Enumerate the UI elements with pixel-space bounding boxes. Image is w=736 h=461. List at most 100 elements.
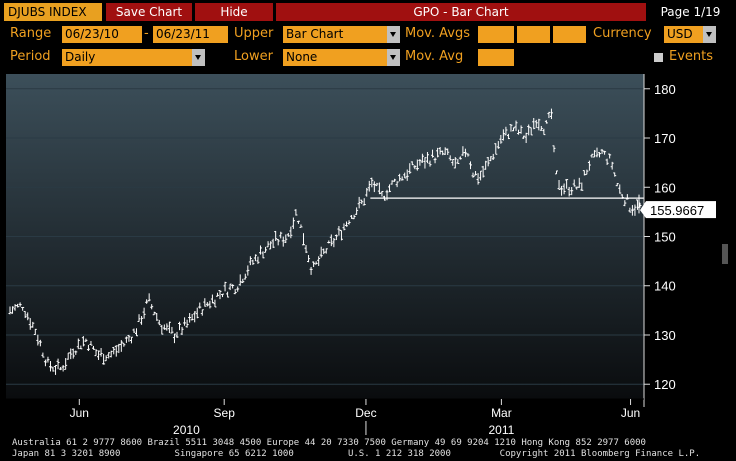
x-tick-label: Jun	[621, 406, 640, 420]
mov-avg-field-1[interactable]	[478, 26, 514, 43]
price-bar	[274, 230, 278, 241]
price-bar	[509, 124, 513, 132]
price-bar	[529, 127, 533, 136]
year-label: 2010	[173, 423, 200, 436]
price-bar	[157, 319, 161, 326]
events-checkbox[interactable]	[654, 53, 663, 62]
price-bar	[570, 187, 574, 196]
price-bar	[377, 182, 381, 195]
price-bar	[213, 299, 217, 308]
price-bar	[160, 324, 164, 335]
period-select[interactable]: Daily	[62, 49, 192, 66]
price-bar	[567, 186, 571, 197]
x-tick-label: Jun	[70, 406, 89, 420]
price-bar	[289, 226, 293, 239]
price-bar	[183, 317, 187, 326]
price-bar	[31, 321, 35, 328]
price-bar	[243, 273, 247, 280]
mov-avg-field-3[interactable]	[553, 26, 586, 43]
y-tick-label: 140	[654, 279, 676, 294]
price-bar	[367, 180, 371, 192]
price-bar	[623, 200, 627, 207]
price-bar	[418, 159, 422, 166]
price-bar	[281, 236, 285, 247]
mov-avgs-label: Mov. Avgs	[405, 26, 470, 41]
range-end-field[interactable]: 06/23/11	[153, 26, 228, 43]
price-bar	[329, 234, 333, 247]
mov-avg-field-lower[interactable]	[478, 49, 514, 66]
upper-dropdown-icon[interactable]	[387, 26, 400, 43]
price-bar	[542, 128, 546, 136]
hide-button[interactable]: Hide	[195, 3, 273, 21]
price-bar	[471, 172, 475, 178]
price-bar	[560, 185, 564, 196]
ticker-field[interactable]: DJUBS INDEX	[4, 3, 102, 21]
price-bar	[504, 126, 508, 136]
price-bar	[345, 221, 349, 227]
price-bar	[577, 177, 581, 188]
price-bar	[97, 350, 101, 360]
price-bar	[613, 172, 617, 177]
price-bar	[433, 157, 437, 164]
price-bar	[43, 359, 47, 367]
price-bar	[124, 336, 128, 343]
save-chart-button[interactable]: Save Chart	[106, 3, 192, 21]
period-dropdown-icon[interactable]	[192, 49, 205, 66]
currency-select[interactable]: USD	[664, 26, 703, 43]
upper-select[interactable]: Bar Chart	[283, 26, 387, 43]
price-bar	[71, 348, 75, 359]
price-bar	[231, 284, 235, 289]
price-bar	[451, 158, 455, 166]
price-bar	[266, 241, 270, 248]
price-bar	[479, 170, 483, 181]
currency-dropdown-icon[interactable]	[703, 26, 716, 43]
lower-select[interactable]: None	[283, 49, 387, 66]
price-bar	[628, 207, 632, 213]
price-bar	[23, 310, 27, 319]
price-bar	[89, 340, 93, 346]
price-bar	[215, 292, 219, 297]
price-bar	[233, 289, 237, 295]
price-bar	[524, 132, 528, 144]
lower-dropdown-icon[interactable]	[387, 49, 400, 66]
price-bar	[200, 309, 204, 316]
footer-line-2: Japan 81 3 3201 8900 Singapore 65 6212 1…	[12, 449, 701, 459]
price-bar	[603, 150, 607, 155]
price-bar	[572, 179, 576, 187]
price-bar	[167, 321, 171, 334]
price-bar	[258, 245, 262, 255]
last-value-label: 155.9667	[650, 203, 704, 218]
price-bar	[150, 304, 154, 310]
currency-label: Currency	[593, 26, 652, 41]
y-tick-label: 130	[654, 328, 676, 343]
mov-avg-field-2[interactable]	[517, 26, 550, 43]
price-bar	[81, 336, 85, 347]
footer-line-1: Australia 61 2 9777 8600 Brazil 5511 304…	[12, 438, 646, 448]
price-bar	[256, 256, 260, 264]
range-start-field[interactable]: 06/23/10	[62, 26, 142, 43]
price-bar	[595, 147, 599, 158]
price-bar	[501, 129, 505, 141]
x-tick-label: Dec	[355, 406, 376, 420]
price-bar	[226, 291, 230, 298]
price-bars	[8, 108, 644, 375]
price-bar	[203, 298, 207, 307]
price-bar	[600, 148, 604, 155]
price-bar	[592, 150, 596, 158]
scroll-handle[interactable]	[722, 244, 728, 264]
price-bar	[360, 199, 364, 205]
price-bar	[228, 283, 232, 291]
price-bar	[544, 120, 548, 124]
price-bar	[431, 149, 435, 158]
price-bar	[99, 348, 103, 357]
price-bar	[112, 346, 116, 355]
page-indicator: Page 1/19	[649, 3, 732, 21]
price-bar	[145, 299, 149, 304]
price-bar	[271, 238, 275, 248]
price-bar	[319, 246, 323, 258]
price-bar	[491, 153, 495, 160]
price-bar	[48, 361, 52, 372]
price-bar	[527, 124, 531, 136]
price-bar	[190, 313, 194, 321]
price-bar	[147, 293, 151, 302]
